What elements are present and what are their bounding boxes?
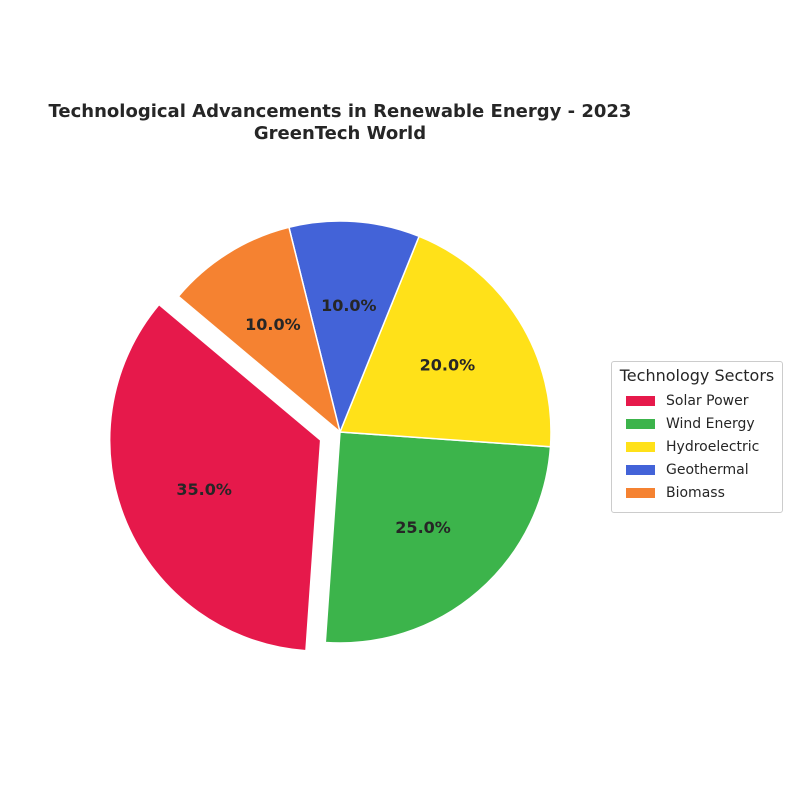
chart-subtitle: GreenTech World — [253, 123, 427, 144]
pie-value-label-hydroelectric: 20.0% — [420, 355, 476, 374]
pie-value-label-biomass: 10.0% — [245, 315, 301, 334]
legend-label-wind-energy: Wind Energy — [666, 415, 755, 432]
pie-value-label-solar-power: 35.0% — [176, 480, 232, 499]
legend-label-biomass: Biomass — [666, 484, 725, 501]
pie-slice-solar-power — [108, 303, 322, 652]
legend: Technology Sectors Solar Power Wind Energ… — [611, 361, 783, 513]
legend-swatch-hydroelectric — [626, 441, 655, 452]
chart-title: Technological Advancements in Renewable … — [0, 101, 680, 145]
legend-swatch-solar-power — [626, 395, 655, 406]
legend-items: Solar Power Wind Energy Hydroelectric Geoth… — [618, 389, 776, 504]
legend-label-geothermal: Geothermal — [666, 461, 749, 478]
pie-value-label-wind-energy: 25.0% — [395, 518, 451, 537]
legend-swatch-geothermal — [626, 464, 655, 475]
legend-swatch-biomass — [626, 487, 655, 498]
pie-value-labels: 35.0% 25.0% 20.0% 10.0% 10.0% — [176, 296, 475, 537]
chart-title-line: Technological Advancements in Renewable … — [48, 101, 632, 122]
legend-swatch-wind-energy — [626, 418, 655, 429]
legend-item-biomass: Biomass — [618, 481, 776, 504]
pie-value-label-geothermal: 10.0% — [321, 296, 377, 315]
legend-item-geothermal: Geothermal — [618, 458, 776, 481]
pie-slice-biomass — [177, 226, 341, 433]
legend-label-hydroelectric: Hydroelectric — [666, 438, 760, 455]
legend-item-wind-energy: Wind Energy — [618, 412, 776, 435]
pie-slices — [108, 220, 552, 652]
pie-slice-wind-energy — [324, 431, 552, 644]
legend-item-solar-power: Solar Power — [618, 389, 776, 412]
pie-slice-hydroelectric — [339, 235, 552, 448]
legend-item-hydroelectric: Hydroelectric — [618, 435, 776, 458]
legend-title: Technology Sectors — [619, 366, 775, 385]
legend-label-solar-power: Solar Power — [666, 392, 749, 409]
pie-slice-geothermal — [288, 220, 420, 433]
